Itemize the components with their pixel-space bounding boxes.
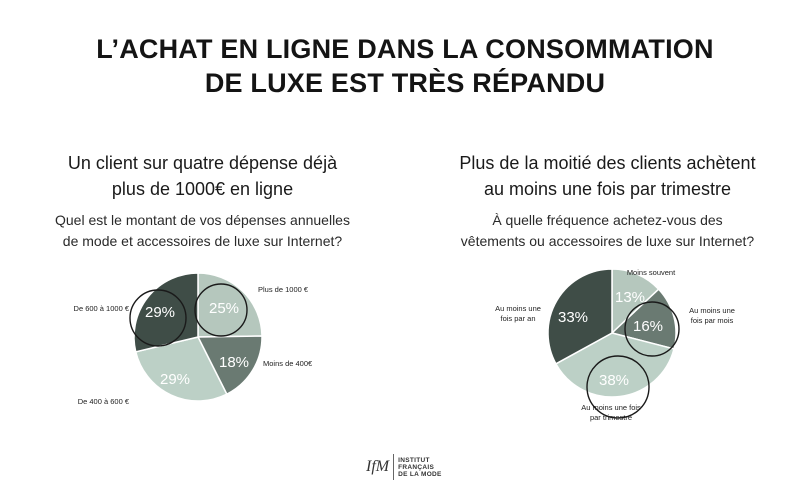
pie-slice: [547, 268, 613, 365]
main-title-line1: L’ACHAT EN LIGNE DANS LA CONSOMMATION: [96, 34, 714, 64]
logo-line3: DE LA MODE: [398, 470, 442, 478]
question-line2: de mode et accessoires de luxe sur Inter…: [62, 233, 343, 249]
pie-slice: [554, 332, 675, 398]
pie-value-label: 29%: [145, 304, 175, 321]
chart-title-line1: Un client sur quatre dépense déjà: [67, 153, 338, 173]
pie-slice: [610, 288, 677, 350]
pie-category-label: Au moins une fois par trimestre: [581, 403, 641, 422]
pie-category-label: De 400 à 600 €: [78, 397, 130, 406]
main-title-line2: DE LUXE EST TRÈS RÉPANDU: [204, 68, 606, 98]
highlight-ring: [624, 301, 680, 357]
main-title: L’ACHAT EN LIGNE DANS LA CONSOMMATION DE…: [0, 32, 810, 100]
chart-title-line1: Plus de la moitié des clients achètent: [459, 153, 756, 173]
chart-panel-spending: Un client sur quatre dépense déjà plus d…: [0, 150, 405, 249]
chart-question-frequency: À quelle fréquence achetez-vous des vête…: [405, 210, 810, 252]
chart-title-line2: au moins une fois par trimestre: [483, 179, 732, 199]
chart-panel-frequency: Plus de la moitié des clients achètent a…: [405, 150, 810, 249]
pie-value-label: 13%: [615, 289, 645, 306]
pie-slice: [196, 335, 263, 396]
pie-slice: [197, 272, 263, 338]
pie-value-label: 16%: [633, 318, 663, 335]
logo-line1: INSTITUT: [398, 456, 430, 464]
pie-category-label: Moins souvent: [627, 268, 676, 277]
chart-title-spending: Un client sur quatre dépense déjà plus d…: [0, 150, 405, 202]
pie-value-label: 18%: [219, 354, 249, 371]
logo-line2: FRANÇAIS: [398, 463, 435, 471]
pie-category-label: Plus de 1000 €: [258, 285, 309, 294]
question-line2: vêtements ou accessoires de luxe sur Int…: [460, 233, 755, 249]
pie-value-label: 25%: [209, 300, 239, 317]
pie-value-label: 38%: [599, 372, 629, 389]
pie-frequency: 13% 16% 38% 33% Moins souvent Au moins une foi…: [495, 268, 735, 422]
ifm-logo: IfM INSTITUT FRANÇAIS DE LA MODE: [366, 451, 456, 483]
pie-value-label: 29%: [160, 371, 190, 388]
pie-slice: [134, 336, 228, 402]
ifm-logo-mark: IfM: [366, 454, 395, 480]
chart-question-spending: Quel est le montant de vos dépenses annu…: [0, 210, 405, 252]
chart-title-line2: plus de 1000€ en ligne: [111, 179, 294, 199]
chart-title-frequency: Plus de la moitié des clients achètent a…: [405, 150, 810, 202]
question-line1: À quelle fréquence achetez-vous des: [492, 212, 723, 228]
pie-category-label: Au moins une fois par an: [495, 304, 541, 323]
pie-spending: 25% 18% 29% 29% Plus de 1000 € Moins de 400€ D…: [74, 272, 313, 406]
question-line1: Quel est le montant de vos dépenses annu…: [55, 212, 350, 228]
ifm-logo-text: INSTITUT FRANÇAIS DE LA MODE: [398, 457, 442, 478]
highlight-ring: [586, 355, 650, 419]
pie-category-label: De 600 à 1000 €: [74, 304, 130, 313]
highlight-ring: [194, 283, 248, 337]
pie-category-label: Au moins une fois par mois: [689, 306, 735, 325]
pie-category-label: Moins de 400€: [263, 359, 313, 368]
highlight-ring: [129, 289, 187, 347]
pie-value-label: 33%: [558, 309, 588, 326]
